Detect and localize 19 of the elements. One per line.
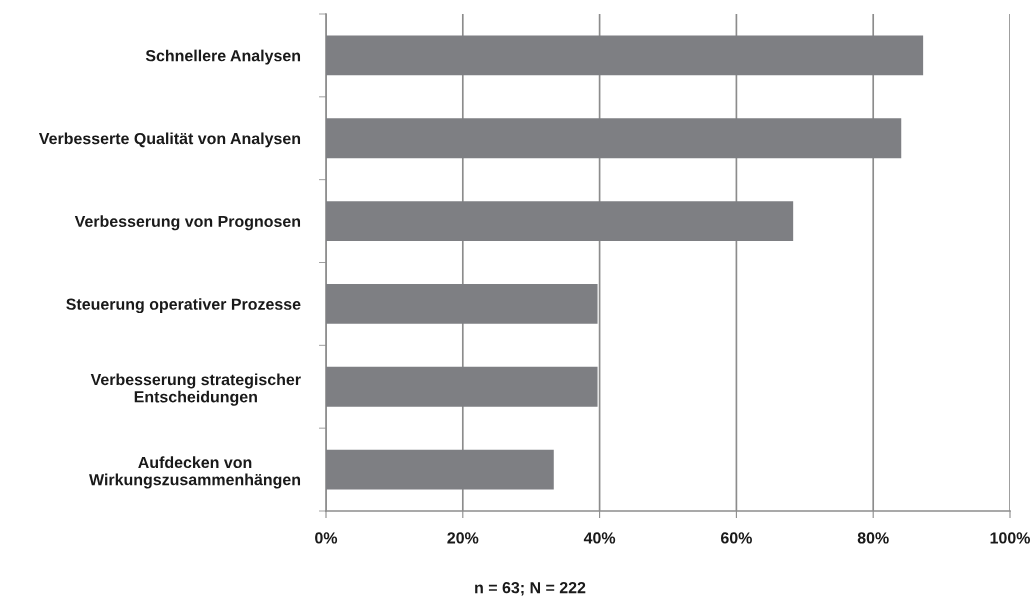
text: n = 63; N = 222 <box>475 581 586 596</box>
x-tick-label: 0% <box>315 532 338 544</box>
bar <box>326 201 794 241</box>
x-tick-label: 60% <box>721 532 752 544</box>
y-tick-label: Verbesserte Qualität von Analysen <box>38 132 301 148</box>
y-tick-label: Aufdecken von Wirkungszusammenhängen <box>89 456 301 489</box>
y-tick-label: Verbesserung von Prognosen <box>74 215 301 231</box>
x-tick-label: 20% <box>447 532 479 544</box>
bar <box>326 284 598 324</box>
y-tick-label: Steuerung operativer Prozesse <box>66 298 301 314</box>
bar <box>326 449 554 490</box>
x-tick-label: 40% <box>583 532 616 544</box>
x-tick-label: 80% <box>857 532 889 544</box>
x-tick-label: 100% <box>990 532 1031 544</box>
y-tick-label: Schnellere Analysen <box>145 49 301 65</box>
bar <box>326 366 598 407</box>
bar <box>326 35 924 76</box>
bar <box>326 118 902 159</box>
y-tick-label: Verbesserung strategischer Entscheidungen <box>90 373 301 406</box>
